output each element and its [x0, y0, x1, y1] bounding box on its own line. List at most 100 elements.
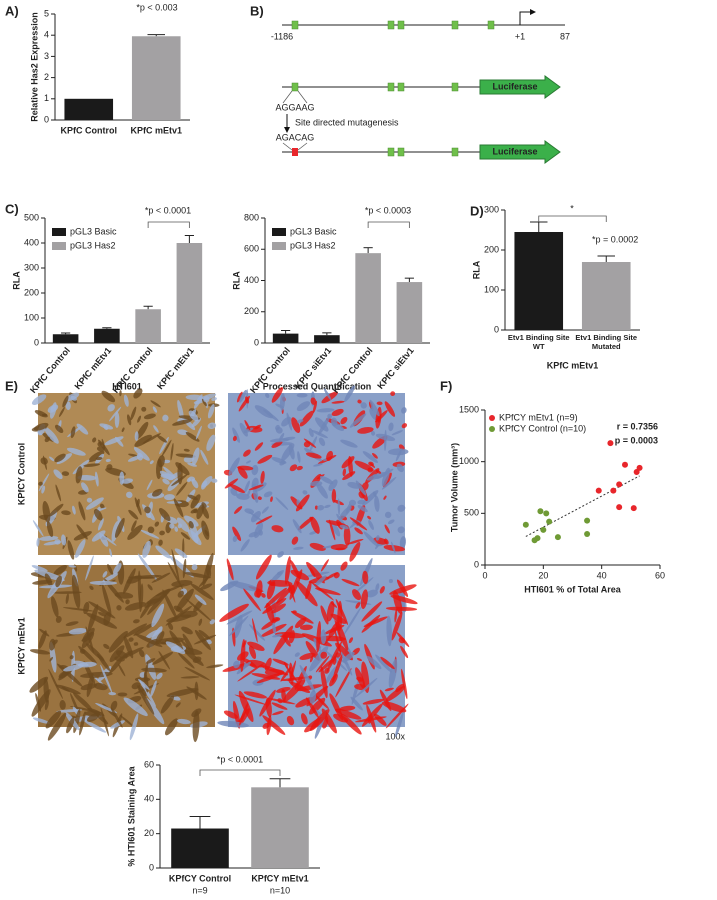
tissue-texture	[254, 442, 264, 451]
tissue-texture	[223, 710, 238, 719]
tissue-texture	[357, 399, 362, 404]
tissue-texture	[137, 553, 158, 582]
tissue-texture	[243, 449, 251, 457]
tissue-texture	[331, 488, 337, 503]
tissue-texture	[147, 526, 155, 534]
tissue-texture	[84, 720, 107, 733]
tissue-texture	[55, 484, 62, 502]
tissue-texture	[167, 622, 174, 631]
tissue-texture	[78, 501, 86, 521]
tissue-texture	[272, 622, 276, 634]
tissue-texture	[277, 551, 284, 558]
tissue-texture	[320, 605, 329, 625]
tissue-texture	[375, 535, 380, 541]
tissue-texture	[29, 649, 50, 655]
tissue-texture	[61, 686, 70, 692]
tissue-texture	[173, 498, 184, 518]
point	[540, 526, 547, 533]
tissue-texture	[174, 526, 179, 532]
tissue-texture	[110, 700, 118, 711]
tissue-texture	[332, 655, 337, 666]
tissue-texture	[29, 676, 49, 693]
tissue-texture	[141, 406, 147, 412]
tissue-texture	[99, 503, 105, 509]
tissue-texture	[158, 650, 170, 670]
tissue-texture	[295, 494, 310, 512]
tissue-texture	[339, 705, 356, 712]
tissue-texture	[391, 611, 403, 641]
y-tick-label: 20	[144, 828, 154, 838]
binding-site	[291, 82, 299, 92]
tissue-texture	[121, 427, 125, 433]
tissue-texture	[93, 682, 108, 691]
tissue-texture	[188, 410, 199, 422]
tissue-texture	[43, 677, 50, 703]
tissue-texture	[236, 493, 250, 500]
tissue-texture	[138, 679, 150, 690]
tissue-texture	[386, 615, 392, 647]
tissue-texture	[323, 458, 328, 461]
tissue-texture	[128, 509, 139, 520]
tissue-texture	[143, 413, 156, 420]
tissue-texture	[86, 612, 118, 629]
tissue-texture	[302, 490, 308, 495]
tissue-texture	[55, 575, 62, 588]
tissue-texture	[348, 499, 357, 506]
y-tick-label: 1500	[459, 404, 479, 414]
tissue-texture	[310, 397, 317, 405]
tissue-texture	[201, 520, 210, 540]
tissue-texture	[183, 448, 190, 452]
tissue-texture	[70, 395, 77, 401]
tissue-texture	[130, 406, 137, 421]
tissue-texture	[350, 696, 363, 711]
tissue-texture	[239, 389, 247, 403]
tissue-texture	[177, 429, 188, 436]
bar	[131, 36, 181, 121]
tissue-texture	[232, 526, 242, 542]
tissue-texture	[239, 702, 249, 726]
tissue-texture	[282, 634, 291, 647]
panel-label: E)	[5, 378, 18, 393]
tissue-texture	[133, 642, 139, 646]
tissue-texture	[309, 436, 318, 452]
tissue-texture	[387, 519, 395, 525]
significance-bracket	[367, 221, 410, 228]
tissue-texture	[190, 494, 201, 509]
tissue-texture	[360, 402, 367, 409]
y-tick-label: 0	[44, 114, 49, 124]
tissue-texture	[299, 664, 316, 693]
x-tick-label: 0	[482, 570, 487, 580]
tissue-texture	[347, 481, 361, 489]
tissue-texture	[296, 581, 318, 607]
tissue-texture	[347, 538, 364, 545]
x-tick-label: KPfC mEtv1	[72, 345, 113, 391]
tissue-texture	[171, 580, 193, 588]
tissue-texture	[391, 430, 403, 436]
tissue-texture	[169, 630, 184, 651]
tissue-texture	[181, 626, 193, 635]
tissue-texture	[237, 466, 248, 479]
panel-label: A)	[5, 3, 19, 18]
tissue-texture	[129, 713, 139, 741]
tissue-texture	[195, 425, 202, 440]
tissue-texture	[224, 478, 239, 489]
trend-line	[525, 475, 640, 537]
tissue-texture	[388, 422, 394, 432]
tissue-texture	[190, 583, 214, 601]
tissue-texture	[244, 420, 251, 431]
tissue-texture	[316, 620, 322, 653]
tissue-texture	[126, 491, 133, 499]
tissue-texture	[355, 677, 378, 698]
tissue-texture	[275, 427, 283, 434]
tissue-texture	[243, 588, 261, 612]
tissue-texture	[297, 516, 314, 531]
tissue-texture	[384, 687, 394, 692]
tissue-texture	[171, 474, 188, 487]
point	[610, 487, 617, 494]
tissue-texture	[51, 596, 59, 618]
tissue-texture	[59, 407, 65, 417]
y-tick-label: 500	[24, 212, 39, 222]
tissue-texture	[108, 630, 128, 653]
y-axis-label: % HTI601 Staining Area	[126, 765, 136, 866]
tissue-texture	[127, 524, 143, 540]
